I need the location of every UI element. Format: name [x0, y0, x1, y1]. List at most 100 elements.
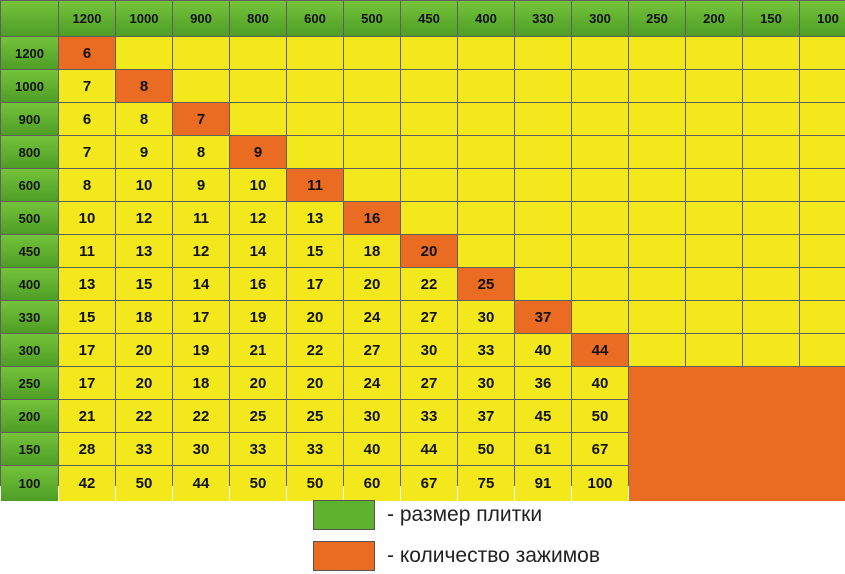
legend-item-tile-size: - размер плитки — [313, 500, 542, 530]
empty-cell — [344, 37, 400, 69]
empty-cell — [743, 37, 799, 69]
empty-cell — [629, 235, 685, 267]
value-cell: 20 — [287, 301, 343, 333]
empty-cell — [401, 136, 457, 168]
empty-cell — [800, 70, 845, 102]
empty-cell — [800, 103, 845, 135]
legend-swatch-clip-count — [313, 541, 375, 571]
empty-cell — [458, 37, 514, 69]
row-header: 450 — [1, 235, 58, 267]
empty-cell — [287, 70, 343, 102]
empty-cell — [686, 202, 742, 234]
value-cell: 20 — [116, 367, 172, 399]
value-cell: 8 — [59, 169, 115, 201]
legend-label-tile-size: - размер плитки — [387, 503, 543, 526]
empty-cell — [401, 169, 457, 201]
empty-cell — [686, 37, 742, 69]
column-header: 600 — [287, 1, 343, 36]
value-cell: 30 — [344, 400, 400, 432]
empty-cell — [230, 70, 286, 102]
empty-cell — [515, 136, 571, 168]
value-cell: 40 — [572, 367, 628, 399]
empty-cell — [800, 301, 845, 333]
empty-cell — [401, 202, 457, 234]
empty-cell — [800, 136, 845, 168]
value-cell: 24 — [344, 301, 400, 333]
empty-cell — [344, 70, 400, 102]
empty-cell — [629, 334, 685, 366]
value-cell: 19 — [173, 334, 229, 366]
value-cell: 22 — [116, 400, 172, 432]
empty-cell — [515, 202, 571, 234]
value-cell: 10 — [230, 169, 286, 201]
empty-cell — [686, 169, 742, 201]
empty-cell — [572, 268, 628, 300]
empty-cell — [686, 334, 742, 366]
value-cell: 50 — [458, 433, 514, 465]
empty-cell — [458, 202, 514, 234]
empty-cell — [458, 70, 514, 102]
value-cell: 67 — [572, 433, 628, 465]
empty-cell — [686, 268, 742, 300]
row-header: 1000 — [1, 70, 58, 102]
value-cell: 11 — [173, 202, 229, 234]
column-header: 150 — [743, 1, 799, 36]
value-cell: 16 — [230, 268, 286, 300]
value-cell: 91 — [515, 466, 571, 501]
empty-cell — [515, 235, 571, 267]
row-header: 800 — [1, 136, 58, 168]
value-cell: 20 — [230, 367, 286, 399]
value-cell: 61 — [515, 433, 571, 465]
column-header: 500 — [344, 1, 400, 36]
clip-count-table: 1200 1000 900 800 600 500 450 400 330 300 250 200 15… — [0, 0, 845, 501]
empty-cell — [629, 169, 685, 201]
value-cell: 12 — [173, 235, 229, 267]
empty-cell — [686, 235, 742, 267]
value-cell: 24 — [344, 367, 400, 399]
empty-cell — [629, 70, 685, 102]
empty-cell — [572, 103, 628, 135]
value-cell: 44 — [173, 466, 229, 501]
column-header: 200 — [686, 1, 742, 36]
empty-cell — [515, 268, 571, 300]
empty-cell — [686, 301, 742, 333]
value-cell: 13 — [116, 235, 172, 267]
value-cell: 50 — [116, 466, 172, 501]
empty-cell — [287, 136, 343, 168]
value-cell: 7 — [59, 136, 115, 168]
empty-cell — [515, 37, 571, 69]
value-cell: 27 — [401, 301, 457, 333]
empty-cell — [629, 301, 685, 333]
highlight-cell: 44 — [572, 334, 628, 366]
value-cell: 100 — [572, 466, 628, 501]
value-cell: 30 — [173, 433, 229, 465]
empty-cell — [800, 169, 845, 201]
value-cell: 36 — [515, 367, 571, 399]
column-header: 1000 — [116, 1, 172, 36]
highlight-cell: 25 — [458, 268, 514, 300]
empty-cell — [515, 70, 571, 102]
highlight-cell: 20 — [401, 235, 457, 267]
row-header: 600 — [1, 169, 58, 201]
highlight-cell: 16 — [344, 202, 400, 234]
empty-cell — [743, 169, 799, 201]
empty-cell — [743, 301, 799, 333]
value-cell: 75 — [458, 466, 514, 501]
value-cell: 33 — [116, 433, 172, 465]
value-cell: 22 — [173, 400, 229, 432]
empty-cell — [287, 103, 343, 135]
empty-cell — [230, 103, 286, 135]
empty-cell — [743, 202, 799, 234]
value-cell: 50 — [572, 400, 628, 432]
value-cell: 17 — [287, 268, 343, 300]
value-cell: 30 — [458, 367, 514, 399]
empty-cell — [743, 268, 799, 300]
value-cell: 30 — [401, 334, 457, 366]
value-cell: 22 — [287, 334, 343, 366]
value-cell: 20 — [287, 367, 343, 399]
value-cell: 18 — [173, 367, 229, 399]
value-cell: 27 — [344, 334, 400, 366]
empty-cell — [629, 136, 685, 168]
empty-cell — [800, 268, 845, 300]
column-header: 450 — [401, 1, 457, 36]
